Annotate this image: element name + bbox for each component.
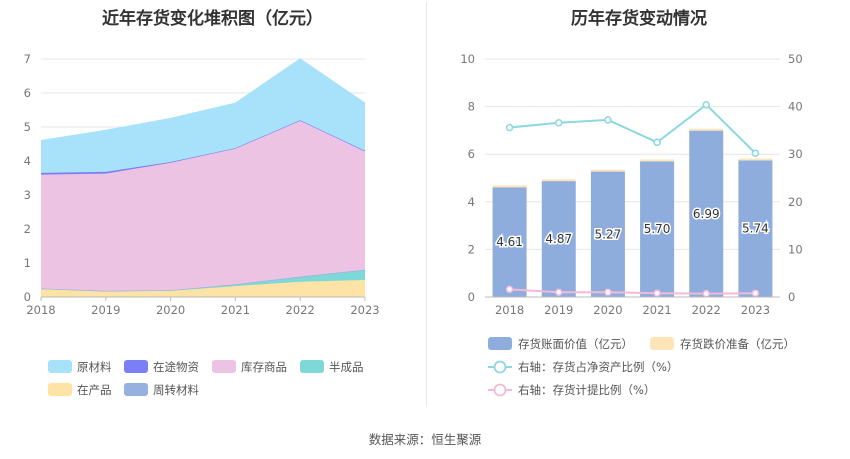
bar-value-label: 5.27 xyxy=(595,227,622,241)
right-y-left-tick-label: 10 xyxy=(460,52,475,66)
right-y-right-tick-label: 30 xyxy=(788,147,803,161)
point-ratio_line xyxy=(751,149,760,157)
inventory-bar xyxy=(541,181,576,297)
legend-marker-ratio_line xyxy=(493,360,507,374)
left-y-tick-label: 2 xyxy=(24,222,31,236)
point-provision_line xyxy=(505,285,514,294)
right-y-right-tick-label: 0 xyxy=(788,290,795,304)
point-ratio_line xyxy=(702,100,710,109)
point-provision_line xyxy=(555,288,563,296)
impairment-bar xyxy=(689,128,724,131)
right-y-left-tick-label: 6 xyxy=(468,147,475,161)
legend-label-finished_goods: 库存商品 xyxy=(241,360,287,374)
right-y-right-tick-label: 10 xyxy=(788,242,803,256)
legend-swatch-turnover xyxy=(124,383,148,396)
right-chart-title: 历年存货变动情况 xyxy=(571,9,707,29)
right-x-tick-label: 2020 xyxy=(593,303,622,317)
chart-canvas: 012345672018 2019 2020 2021 2022 2023原材料 在途物资库… xyxy=(24,52,803,397)
right-y-left-tick-label: 0 xyxy=(468,290,475,304)
impairment-bar xyxy=(492,185,527,188)
bar-value-label: 5.74 xyxy=(742,222,769,236)
impairment-bar xyxy=(541,179,576,182)
right-x-tick-label: 2023 xyxy=(741,303,770,317)
impairment-bar xyxy=(590,169,625,172)
bar-value-label: 5.70 xyxy=(644,222,671,236)
legend-label-in_process: 在产品 xyxy=(77,383,112,397)
right-x-tick-label: 2019 xyxy=(544,303,573,317)
left-x-tick-label: 2023 xyxy=(350,303,379,317)
area-finished_goods xyxy=(41,120,365,291)
left-y-tick-label: 6 xyxy=(24,86,31,100)
legend-label-ratio_line: 右轴：存货占净资产比例（%） xyxy=(518,360,678,374)
legend-marker-provision_line xyxy=(493,383,507,397)
legend-swatch-impairment xyxy=(650,337,674,350)
right-x-tick-label: 2018 xyxy=(495,303,524,317)
left-x-tick-label: 2022 xyxy=(286,303,315,317)
inventory-bar xyxy=(689,130,724,297)
right-y-left-tick-label: 4 xyxy=(468,195,475,209)
right-y-left-tick-label: 2 xyxy=(468,242,475,256)
legend-swatch-raw_material xyxy=(48,360,72,373)
right-y-right-tick-label: 50 xyxy=(788,52,803,66)
line-ratio_line xyxy=(509,103,757,154)
inventory-bar xyxy=(590,171,625,297)
left-y-tick-label: 1 xyxy=(24,256,31,270)
point-provision_line xyxy=(751,289,760,297)
point-ratio_line xyxy=(604,116,612,124)
point-provision_line xyxy=(604,288,612,296)
data-source-name: 恒生聚源 xyxy=(431,432,482,447)
legend-label-semi_finished: 半成品 xyxy=(329,360,364,374)
point-ratio_line xyxy=(653,138,661,147)
left-x-tick-label: 2019 xyxy=(91,303,120,317)
legend-label-turnover: 周转材料 xyxy=(153,383,199,397)
right-y-left-tick-label: 8 xyxy=(468,100,475,114)
area-raw_material xyxy=(41,59,365,173)
bar-value-label: 4.87 xyxy=(545,232,572,246)
left-x-tick-label: 2021 xyxy=(221,303,250,317)
legend-label-provision_line: 右轴：存货计提比例（%） xyxy=(518,383,655,397)
legend-swatch-finished_goods xyxy=(212,360,236,373)
data-source-footer: 数据来源：恒生聚源 xyxy=(0,429,850,448)
right-x-tick-label: 2022 xyxy=(692,303,721,317)
right-x-tick-label: 2021 xyxy=(642,303,671,317)
point-provision_line xyxy=(653,289,661,297)
bar-value-label: 6.99 xyxy=(693,207,720,221)
panel-divider xyxy=(426,2,427,407)
left-x-tick-label: 2018 xyxy=(26,303,55,317)
area-semi_finished xyxy=(41,269,365,291)
legend-swatch-in_transit xyxy=(124,360,148,373)
left-chart-title: 近年存货变化堆积图（亿元） xyxy=(102,9,323,29)
inventory-bar xyxy=(640,161,675,297)
right-y-right-tick-label: 20 xyxy=(788,195,803,209)
legend-label-inventory: 存货账面价值（亿元） xyxy=(518,337,633,351)
left-y-tick-label: 7 xyxy=(24,52,31,66)
bar-value-label: 4.61 xyxy=(496,235,523,249)
data-source-label: 数据来源： xyxy=(368,432,432,447)
impairment-bar xyxy=(738,158,773,161)
legend-swatch-in_process xyxy=(48,383,72,396)
point-ratio_line xyxy=(555,119,563,127)
legend-swatch-semi_finished xyxy=(300,360,324,373)
inventory-bar xyxy=(738,160,773,297)
legend-label-impairment: 存货跌价准备（亿元） xyxy=(680,337,795,351)
inventory-bar xyxy=(492,187,527,297)
legend-label-in_transit: 在途物资 xyxy=(153,360,199,374)
line-provision_line xyxy=(509,288,756,295)
area-edge-raw_material xyxy=(40,58,366,142)
point-ratio_line xyxy=(505,123,514,132)
legend-swatch-inventory xyxy=(488,337,512,350)
left-y-tick-label: 4 xyxy=(24,154,31,168)
left-y-tick-label: 3 xyxy=(24,188,31,202)
left-y-tick-label: 0 xyxy=(24,290,31,304)
right-y-right-tick-label: 40 xyxy=(788,100,803,114)
point-provision_line xyxy=(702,289,710,298)
impairment-bar xyxy=(640,159,675,162)
legend-label-raw_material: 原材料 xyxy=(77,360,112,374)
left-x-tick-label: 2020 xyxy=(156,303,185,317)
left-y-tick-label: 5 xyxy=(24,120,31,134)
